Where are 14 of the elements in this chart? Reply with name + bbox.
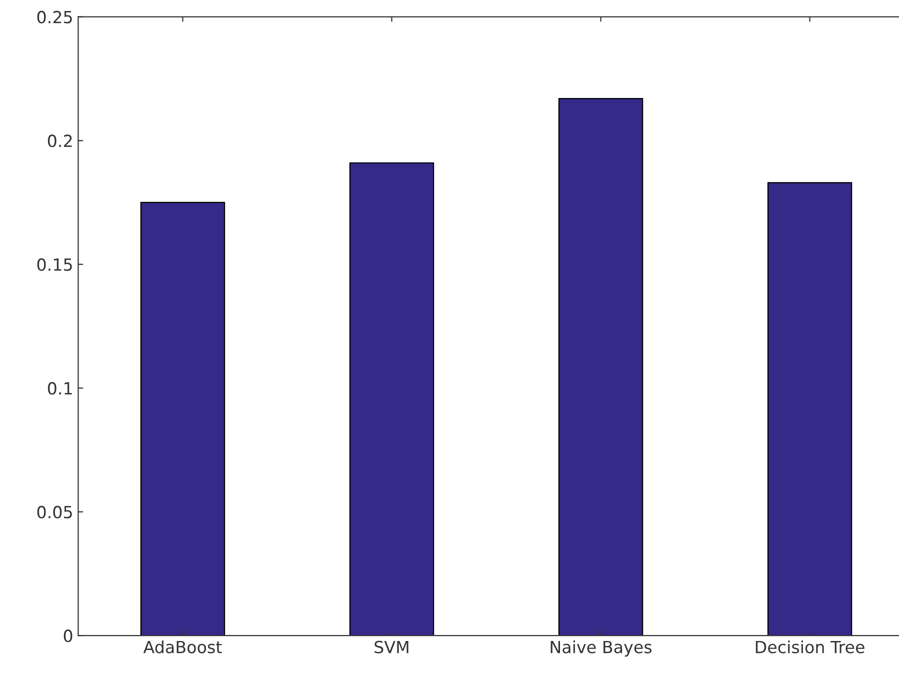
y-tick-label: 0.15 [37,258,72,271]
bar [558,98,644,636]
y-tick-label: 0.1 [48,382,72,395]
bar [140,202,226,636]
x-tick-label: Decision Tree [756,640,864,654]
x-tick-label: Naive Bayes [550,640,652,657]
y-tick-label: 0 [64,630,72,642]
bar [349,162,434,636]
y-tick-label: 0.2 [48,134,72,148]
y-tick-label: 0.05 [37,506,72,518]
bar [767,182,852,636]
y-tick-label: 0.25 [37,10,72,24]
x-tick-label: AdaBoost [143,640,222,654]
x-tick-label: SVM [374,640,408,654]
